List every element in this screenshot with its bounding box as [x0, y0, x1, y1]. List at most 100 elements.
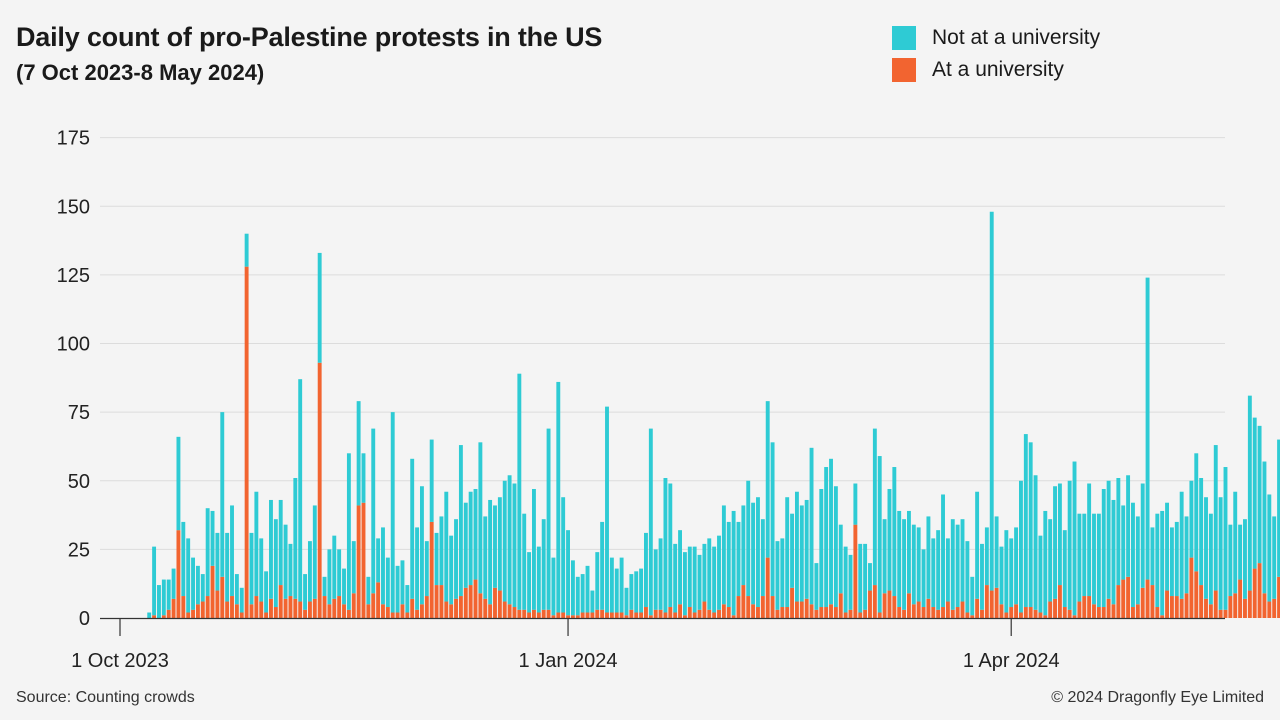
- bar-not-university: [1184, 516, 1189, 594]
- bar-not-university: [1247, 395, 1252, 591]
- bar-at-university: [1048, 601, 1053, 618]
- bar-at-university: [1184, 593, 1189, 618]
- bar-at-university: [892, 596, 897, 618]
- bar-at-university: [234, 604, 239, 618]
- bar-at-university: [303, 609, 308, 618]
- bar-not-university: [1204, 497, 1208, 599]
- bar-not-university: [303, 574, 308, 610]
- bar-at-university: [522, 609, 527, 618]
- bar-at-university: [1213, 590, 1218, 618]
- bar-not-university: [721, 505, 726, 605]
- bar-not-university: [317, 252, 322, 363]
- bar-at-university: [721, 604, 726, 618]
- bar-not-university: [390, 412, 395, 613]
- bar-at-university: [590, 612, 595, 618]
- y-tick-label: 75: [68, 402, 90, 424]
- y-tick-label: 0: [79, 608, 90, 630]
- bar-at-university: [1019, 612, 1023, 618]
- bar-at-university: [609, 612, 614, 618]
- bar-not-university: [458, 445, 463, 597]
- bar-at-university: [273, 607, 278, 618]
- bar-not-university: [726, 521, 731, 608]
- bar-not-university: [215, 532, 220, 591]
- bar-not-university: [161, 579, 166, 616]
- bar-at-university: [488, 604, 493, 618]
- bar-at-university: [381, 604, 385, 618]
- bar-not-university: [1121, 505, 1126, 580]
- bar-not-university: [230, 505, 234, 597]
- bar-not-university: [605, 406, 609, 613]
- bar-at-university: [468, 585, 473, 618]
- bar-at-university: [1262, 593, 1267, 618]
- bar-at-university: [424, 596, 429, 618]
- bar-at-university: [644, 607, 648, 618]
- bar-at-university: [249, 604, 254, 618]
- bar-at-university: [687, 607, 692, 618]
- bar-at-university: [307, 601, 312, 618]
- bar-at-university: [1116, 585, 1121, 618]
- bar-not-university: [502, 480, 507, 602]
- bar-not-university: [449, 535, 454, 605]
- bar-not-university: [307, 541, 312, 602]
- bar-not-university: [712, 546, 717, 613]
- bar-not-university: [1033, 475, 1038, 610]
- bar-at-university: [205, 596, 210, 618]
- bar-not-university: [843, 546, 848, 613]
- bar-not-university: [264, 571, 269, 613]
- bar-not-university: [731, 510, 736, 616]
- bar-not-university: [799, 505, 804, 602]
- bar-not-university: [756, 497, 760, 608]
- bar-at-university: [1053, 598, 1057, 618]
- bar-not-university: [346, 453, 351, 610]
- bar-at-university: [1033, 609, 1038, 618]
- bar-not-university: [561, 497, 566, 613]
- bar-not-university: [965, 541, 970, 613]
- bar-at-university: [673, 612, 678, 618]
- y-tick-label: 25: [68, 539, 90, 561]
- bar-at-university: [152, 615, 157, 618]
- bar-at-university: [668, 607, 673, 618]
- bar-not-university: [619, 557, 624, 613]
- bar-not-university: [1199, 478, 1204, 586]
- bar-at-university: [1096, 607, 1101, 618]
- bar-at-university: [1228, 596, 1233, 618]
- bar-at-university: [1199, 585, 1204, 618]
- bar-not-university: [488, 499, 493, 605]
- bar-at-university: [1106, 598, 1111, 618]
- bar-at-university: [1150, 585, 1155, 618]
- bar-not-university: [186, 538, 191, 613]
- bar-not-university: [906, 510, 911, 594]
- bar-at-university: [970, 615, 975, 618]
- bar-not-university: [288, 543, 293, 597]
- bar-at-university: [1023, 607, 1028, 618]
- bar-not-university: [707, 538, 712, 610]
- bar-at-university: [780, 607, 785, 618]
- bar-at-university: [322, 596, 327, 618]
- bar-not-university: [283, 524, 288, 599]
- bar-at-university: [332, 598, 337, 618]
- bar-not-university: [634, 571, 639, 613]
- bar-not-university: [702, 543, 707, 602]
- bar-at-university: [702, 601, 707, 618]
- bar-not-university: [385, 557, 390, 608]
- bar-at-university: [166, 609, 171, 618]
- bar-not-university: [463, 502, 468, 588]
- bar-not-university: [1057, 483, 1062, 586]
- bar-at-university: [629, 609, 634, 618]
- bar-at-university: [1101, 607, 1106, 618]
- bar-not-university: [760, 519, 765, 597]
- bar-not-university: [663, 478, 668, 613]
- bar-at-university: [1072, 615, 1077, 618]
- bar-not-university: [1053, 486, 1057, 599]
- bar-at-university: [1189, 557, 1194, 618]
- bar-not-university: [916, 527, 921, 602]
- bar-at-university: [458, 596, 463, 618]
- bar-at-university: [1174, 596, 1179, 618]
- bar-not-university: [1014, 527, 1019, 605]
- bar-at-university: [298, 601, 303, 618]
- bar-at-university: [385, 607, 390, 618]
- bar-not-university: [1043, 510, 1048, 616]
- chart-title: Daily count of pro-Palestine protests in…: [16, 22, 603, 52]
- bar-at-university: [692, 612, 697, 618]
- bar-not-university: [1165, 502, 1169, 591]
